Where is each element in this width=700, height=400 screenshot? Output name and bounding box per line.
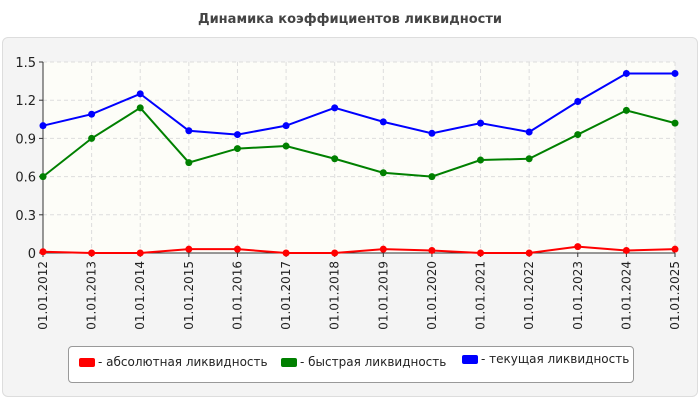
data-point	[185, 127, 193, 135]
x-tick-label: 01.01.2023	[571, 261, 585, 330]
data-point	[331, 249, 339, 257]
series-line-2	[42, 72, 675, 136]
series-line-1	[42, 106, 676, 178]
data-point	[282, 142, 290, 150]
chart-title: Динамика коэффициентов ликвидности	[198, 12, 502, 27]
x-tick-label: 01.01.2022	[522, 261, 536, 330]
data-point	[622, 106, 630, 114]
data-point	[477, 156, 485, 164]
data-point	[282, 249, 290, 257]
x-tick-label: 01.01.2018	[328, 261, 342, 330]
plot-area	[43, 62, 675, 253]
data-point	[574, 97, 582, 105]
data-point	[233, 245, 241, 253]
legend-label: - быстрая ликвидность	[300, 355, 447, 369]
data-point	[622, 69, 630, 77]
data-point	[88, 134, 96, 142]
data-point	[136, 249, 144, 257]
data-point	[671, 69, 679, 77]
data-point	[39, 122, 47, 130]
series-line-0	[42, 245, 676, 254]
data-point	[671, 119, 679, 127]
data-point	[39, 173, 47, 181]
x-tick-label: 01.01.2020	[425, 261, 439, 330]
y-tick-label: 1.2	[15, 94, 36, 109]
legend: - абсолютная ликвидность - быстрая ликви…	[68, 346, 634, 383]
data-point	[185, 159, 193, 167]
y-tick-label: 0.9	[15, 132, 36, 147]
data-point	[525, 155, 533, 163]
legend-swatch	[79, 357, 95, 367]
data-point	[574, 131, 582, 139]
data-point	[233, 131, 241, 139]
y-tick-label: 0	[28, 247, 36, 262]
legend-item-absolute: - абсолютная ликвидность	[79, 355, 268, 369]
data-point	[185, 245, 193, 253]
data-point	[477, 119, 485, 127]
x-tick-label: 01.01.2015	[182, 261, 196, 330]
data-point	[88, 110, 96, 118]
data-point	[282, 122, 290, 130]
data-point	[428, 129, 436, 137]
legend-item-current: - текущая ликвидность	[462, 352, 629, 366]
data-point	[574, 243, 582, 251]
data-point	[428, 173, 436, 181]
legend-item-quick: - быстрая ликвидность	[281, 355, 446, 369]
data-point	[39, 248, 47, 256]
x-tick-label: 01.01.2016	[230, 261, 244, 330]
data-point	[136, 90, 144, 98]
data-point	[233, 145, 241, 153]
data-point	[477, 249, 485, 257]
data-point	[525, 249, 533, 257]
data-point	[331, 104, 339, 112]
data-point	[379, 169, 387, 177]
x-tick-label: 01.01.2017	[279, 261, 293, 330]
data-point	[379, 118, 387, 126]
x-tick-label: 01.01.2025	[668, 261, 682, 330]
data-point	[622, 246, 630, 254]
x-tick-label: 01.01.2013	[85, 261, 99, 330]
y-tick-label: 0.3	[15, 209, 36, 224]
legend-swatch	[281, 357, 297, 367]
y-tick-label: 0.6	[15, 171, 36, 186]
legend-label: - абсолютная ликвидность	[98, 355, 268, 369]
data-point	[525, 128, 533, 136]
data-point	[379, 245, 387, 253]
legend-label: - текущая ликвидность	[481, 352, 630, 366]
x-tick-label: 01.01.2019	[376, 261, 390, 330]
data-point	[136, 104, 144, 112]
data-point	[428, 246, 436, 254]
data-point	[88, 249, 96, 257]
data-point	[671, 245, 679, 253]
x-tick-label: 01.01.2021	[474, 261, 488, 330]
x-tick-label: 01.01.2012	[36, 261, 50, 330]
legend-swatch	[462, 354, 478, 364]
x-tick-label: 01.01.2014	[133, 261, 147, 330]
y-tick-label: 1.5	[15, 56, 36, 71]
data-point	[331, 155, 339, 163]
x-tick-label: 01.01.2024	[619, 261, 633, 330]
